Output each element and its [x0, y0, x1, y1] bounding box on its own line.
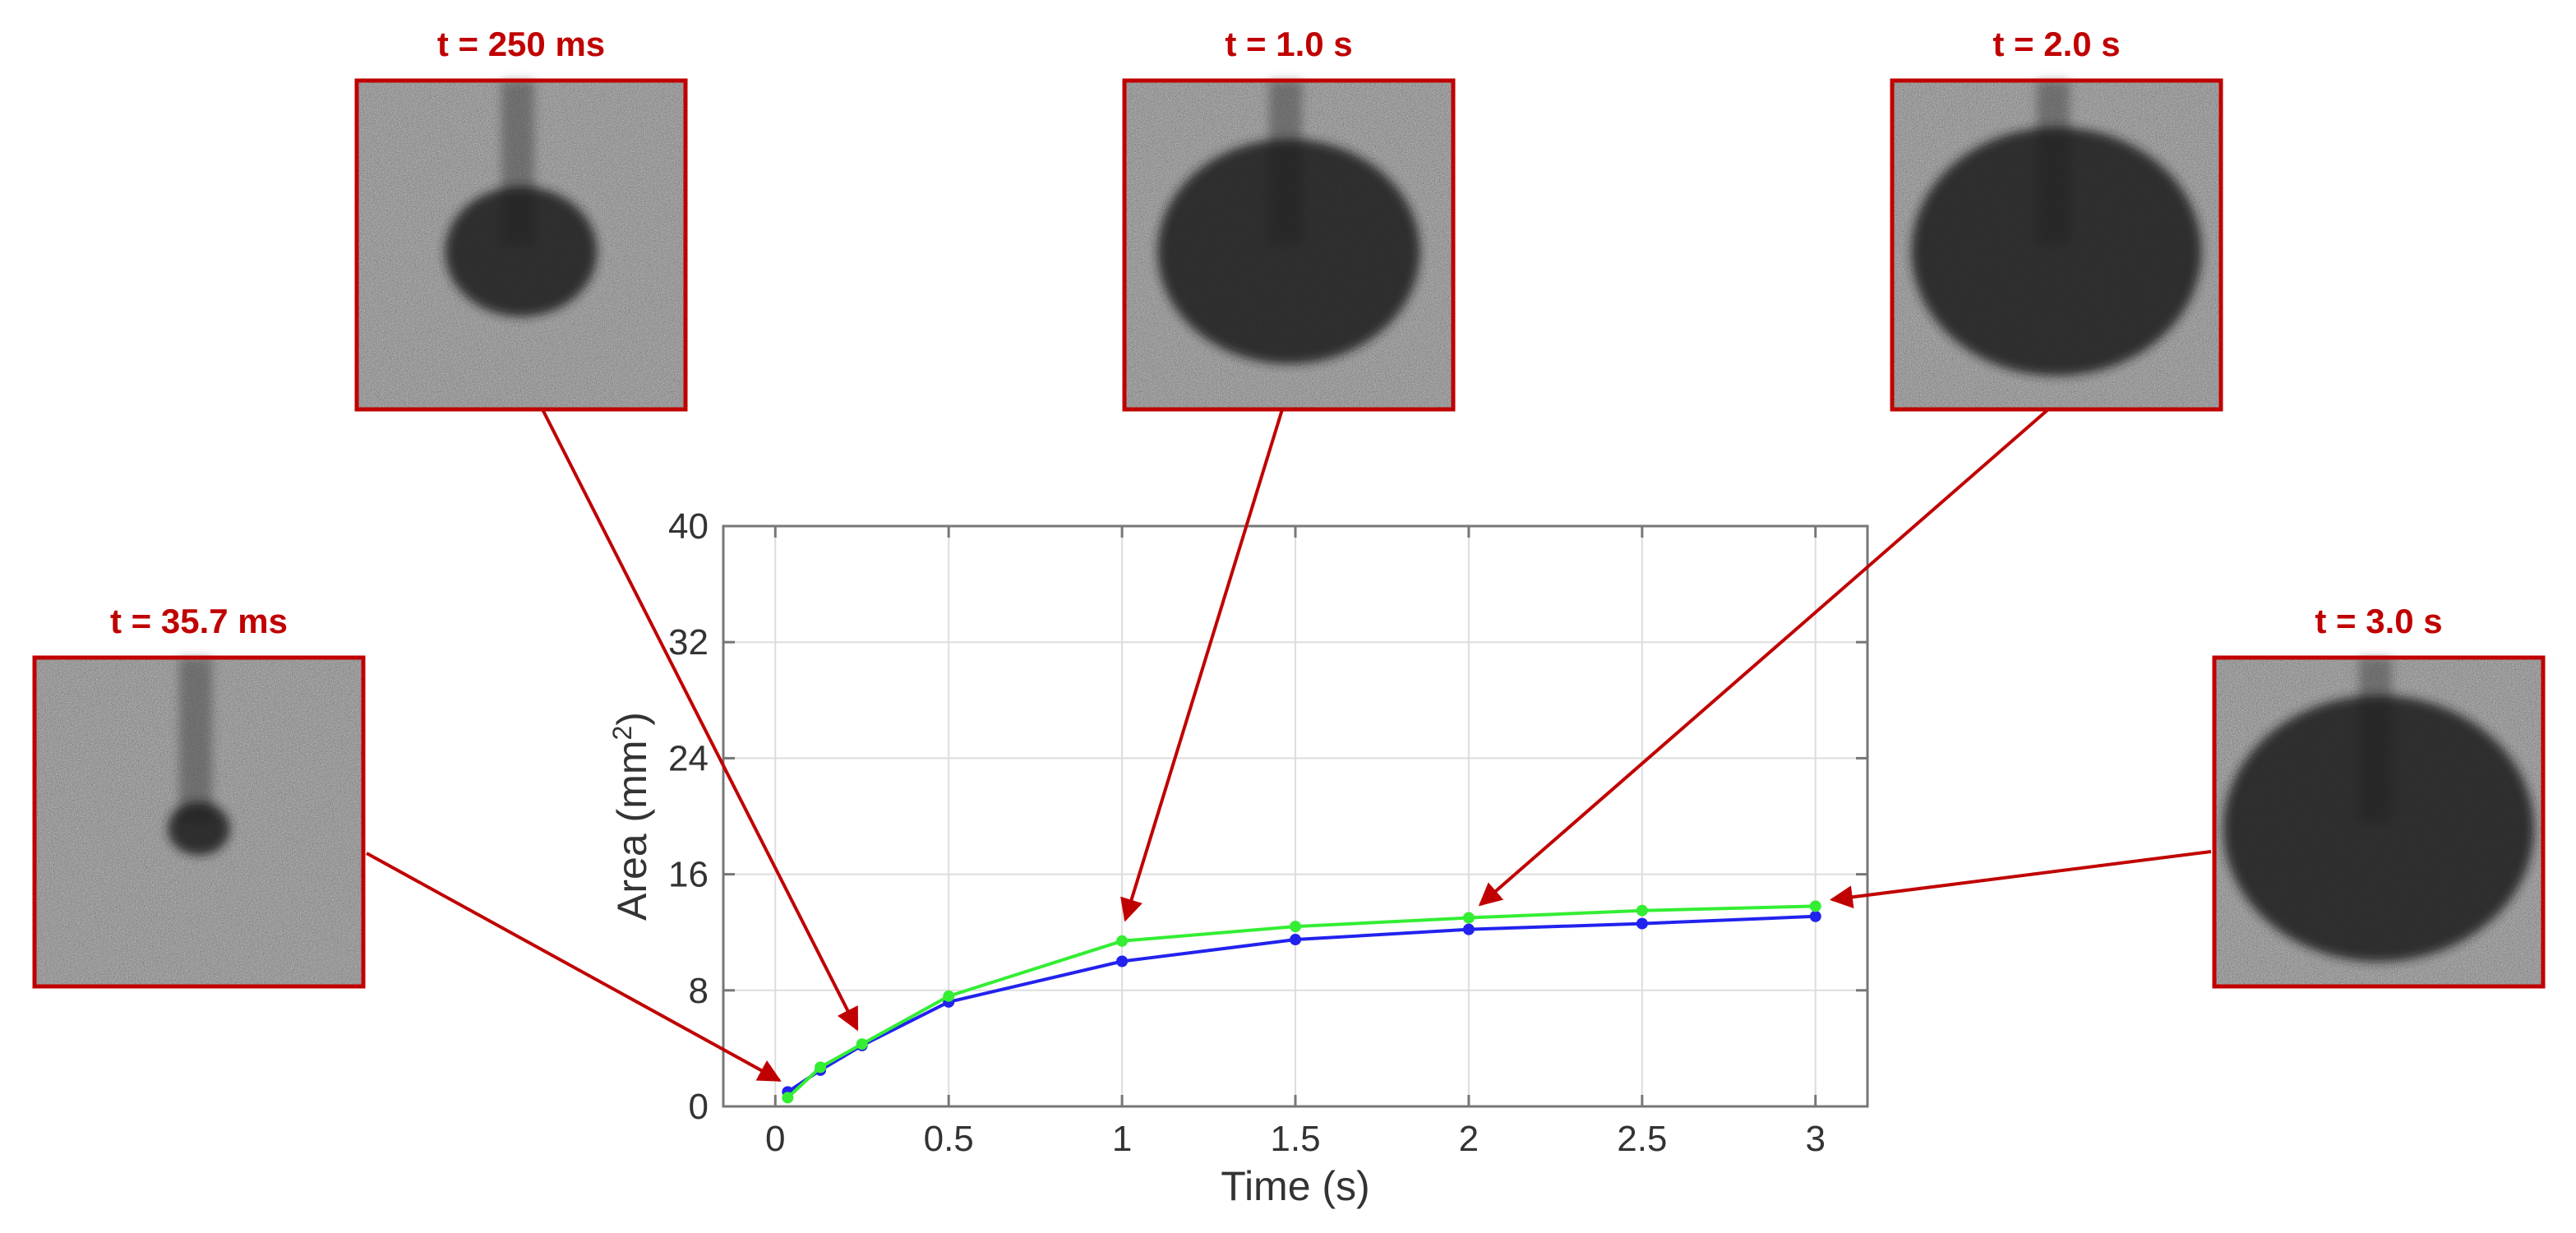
y-axis-title-text: Area (mm [609, 740, 655, 920]
series-2-point [1116, 935, 1129, 947]
y-tick-label: 24 [668, 738, 709, 778]
snapshot-frame [2212, 655, 2546, 989]
series-2-point [1290, 921, 1301, 933]
pointer-arrow [541, 409, 859, 1032]
x-tick-label: 1 [1112, 1119, 1132, 1159]
series-1-point [1290, 934, 1301, 946]
snapshot-frame [1122, 78, 1456, 412]
snapshot-label: t = 1.0 s [1225, 25, 1352, 63]
x-tick-label: 2.5 [1617, 1119, 1667, 1159]
bolus-blob [2223, 695, 2534, 962]
x-tick-label: 0 [765, 1119, 785, 1159]
y-tick-label: 40 [668, 506, 709, 547]
series-2-point [856, 1038, 868, 1051]
series-2-point [943, 990, 955, 1002]
snapshot-label: t = 35.7 ms [110, 602, 288, 640]
y-tick-label: 16 [668, 855, 709, 895]
series-1-point [1636, 917, 1648, 930]
snapshot-label: t = 250 ms [437, 25, 605, 63]
snapshot-frame [1890, 78, 2223, 412]
y-axis-title-superscript: 2 [607, 726, 637, 741]
snapshot-4: t = 2.0 s [1890, 25, 2223, 412]
series-2-point [1809, 900, 1821, 912]
snapshot-label: t = 2.0 s [1992, 25, 2120, 63]
x-tick-label: 1.5 [1270, 1119, 1320, 1159]
series-2-point [1636, 904, 1648, 917]
series-1-point [1116, 955, 1129, 967]
pointer-arrow [1478, 408, 2050, 907]
snapshot-frame [32, 655, 366, 989]
series-layer [782, 900, 1821, 1104]
x-tick-label: 3 [1805, 1119, 1825, 1159]
bolus-blob [1157, 139, 1420, 364]
snapshot-2: t = 250 ms [354, 25, 688, 412]
bolus-blob [445, 186, 598, 317]
snapshot-3: t = 1.0 s [1122, 25, 1456, 412]
y-tick-label: 8 [689, 971, 709, 1011]
series-1-point [1809, 910, 1821, 922]
pointer-arrow [1120, 409, 1284, 922]
plot-area: 0 0.5 1 1.5 2 2.5 3 0 8 16 24 32 40 Time (s) Area (… [607, 506, 1869, 1209]
series-2-point [782, 1092, 794, 1104]
needle-track [179, 658, 212, 822]
series-2-point [1462, 912, 1475, 924]
snapshot-frame [354, 78, 688, 412]
snapshot-5: t = 3.0 s [2212, 602, 2546, 989]
snapshot-1: t = 35.7 ms [32, 602, 366, 989]
x-axis-title: Time (s) [1221, 1163, 1369, 1209]
arrows-layer [366, 408, 2212, 1083]
bolus-blob [168, 801, 230, 856]
pointer-arrow [366, 852, 782, 1083]
series-1-point [1462, 923, 1475, 935]
snapshots-layer: t = 35.7 ms t = 250 ms t = 1.0 s t = 2.0 s t… [32, 25, 2546, 989]
y-axis-title: Area (mm2) [607, 712, 655, 921]
bolus-blob [1911, 127, 2202, 376]
snapshot-label: t = 3.0 s [2315, 602, 2442, 640]
y-tick-label: 32 [668, 622, 709, 663]
pointer-arrow [1829, 850, 2212, 909]
x-tick-label: 2 [1459, 1119, 1479, 1159]
x-tick-label: 0.5 [924, 1119, 974, 1159]
y-axis-title-tail: ) [609, 712, 655, 726]
y-axis-ticks: 0 8 16 24 32 40 [668, 506, 1867, 1127]
x-axis-ticks: 0 0.5 1 1.5 2 2.5 3 [765, 526, 1826, 1159]
series-2-point [815, 1061, 827, 1074]
y-tick-label: 0 [689, 1087, 709, 1127]
